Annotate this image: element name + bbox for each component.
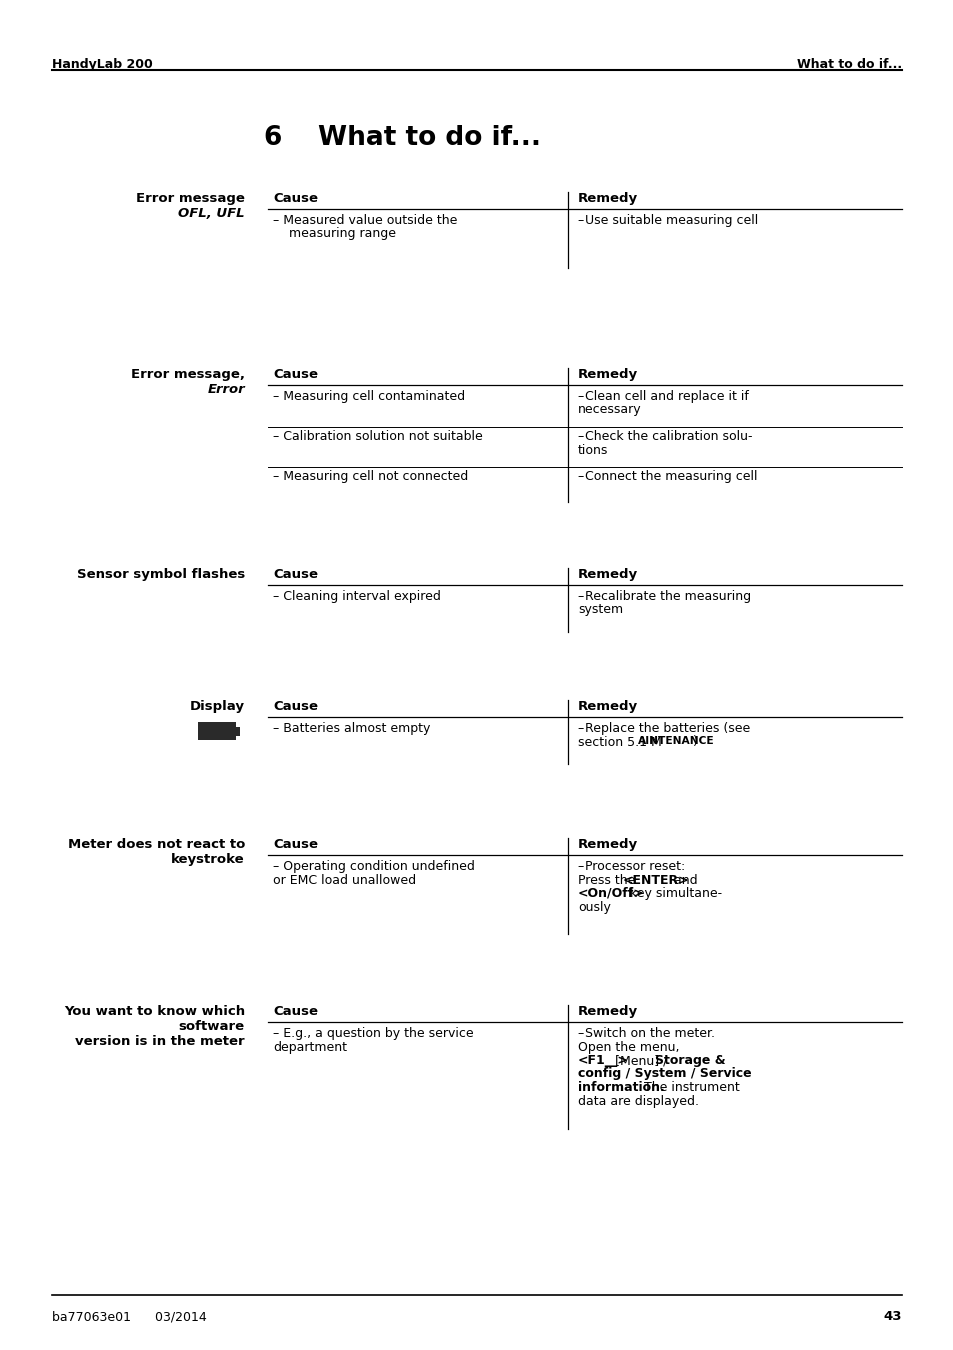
Text: 43: 43 bbox=[882, 1310, 901, 1323]
Text: necessary: necessary bbox=[578, 404, 641, 417]
Text: – Measuring cell contaminated: – Measuring cell contaminated bbox=[273, 390, 465, 404]
Text: config / System / Service: config / System / Service bbox=[578, 1068, 751, 1080]
Text: Cause: Cause bbox=[273, 568, 317, 580]
Text: – Measured value outside the: – Measured value outside the bbox=[273, 215, 456, 227]
Text: Sensor symbol flashes: Sensor symbol flashes bbox=[76, 568, 245, 580]
Text: ously: ously bbox=[578, 900, 610, 914]
Text: – Operating condition undefined: – Operating condition undefined bbox=[273, 860, 475, 873]
Text: Remedy: Remedy bbox=[578, 1004, 638, 1018]
Text: –: – bbox=[578, 722, 588, 734]
Bar bbox=[235, 726, 240, 736]
Text: Connect the measuring cell: Connect the measuring cell bbox=[585, 470, 757, 483]
Text: Remedy: Remedy bbox=[578, 192, 638, 205]
Text: Meter does not react to: Meter does not react to bbox=[68, 838, 245, 850]
Text: software: software bbox=[178, 1021, 245, 1033]
Text: Press the: Press the bbox=[578, 873, 639, 887]
Text: Remedy: Remedy bbox=[578, 838, 638, 850]
Text: HandyLab 200: HandyLab 200 bbox=[52, 58, 152, 72]
Text: <On/Off>: <On/Off> bbox=[578, 887, 644, 900]
Text: Storage &: Storage & bbox=[655, 1054, 725, 1067]
Text: Cause: Cause bbox=[273, 701, 317, 713]
Text: keystroke: keystroke bbox=[172, 853, 245, 865]
Text: – Batteries almost empty: – Batteries almost empty bbox=[273, 722, 430, 734]
Text: You want to know which: You want to know which bbox=[64, 1004, 245, 1018]
Text: version is in the meter: version is in the meter bbox=[75, 1035, 245, 1048]
Text: What to do if...: What to do if... bbox=[796, 58, 901, 72]
Text: Open the menu,: Open the menu, bbox=[578, 1041, 679, 1053]
Text: – E.g., a question by the service: – E.g., a question by the service bbox=[273, 1027, 473, 1040]
Text: AINTENANCE: AINTENANCE bbox=[638, 736, 714, 745]
Text: –: – bbox=[578, 431, 588, 443]
Text: <F1__>: <F1__> bbox=[578, 1054, 628, 1067]
Bar bbox=[198, 722, 235, 740]
Text: Recalibrate the measuring: Recalibrate the measuring bbox=[585, 590, 751, 603]
Text: Error message,: Error message, bbox=[131, 369, 245, 381]
Text: ba77063e01      03/2014: ba77063e01 03/2014 bbox=[52, 1310, 207, 1323]
Text: Remedy: Remedy bbox=[578, 701, 638, 713]
Text: section 5.1 M: section 5.1 M bbox=[578, 736, 661, 748]
Text: The instrument: The instrument bbox=[639, 1081, 740, 1094]
Text: Cause: Cause bbox=[273, 369, 317, 381]
Text: –: – bbox=[578, 470, 588, 483]
Text: Processor reset:: Processor reset: bbox=[585, 860, 685, 873]
Text: information.: information. bbox=[578, 1081, 664, 1094]
Text: Cause: Cause bbox=[273, 192, 317, 205]
Text: Cause: Cause bbox=[273, 838, 317, 850]
Text: Cause: Cause bbox=[273, 1004, 317, 1018]
Text: measuring range: measuring range bbox=[273, 228, 395, 240]
Text: or EMC load unallowed: or EMC load unallowed bbox=[273, 873, 416, 887]
Text: data are displayed.: data are displayed. bbox=[578, 1095, 699, 1107]
Text: Remedy: Remedy bbox=[578, 568, 638, 580]
Text: –: – bbox=[578, 860, 588, 873]
Text: – Measuring cell not connected: – Measuring cell not connected bbox=[273, 470, 468, 483]
Text: department: department bbox=[273, 1041, 347, 1053]
Text: Clean cell and replace it if: Clean cell and replace it if bbox=[585, 390, 748, 404]
Text: key simultane-: key simultane- bbox=[625, 887, 721, 900]
Text: ): ) bbox=[693, 736, 698, 748]
Text: Display: Display bbox=[190, 701, 245, 713]
Text: Check the calibration solu-: Check the calibration solu- bbox=[585, 431, 752, 443]
Text: –: – bbox=[578, 590, 588, 603]
Text: –: – bbox=[578, 390, 588, 404]
Text: 6: 6 bbox=[263, 126, 281, 151]
Text: Use suitable measuring cell: Use suitable measuring cell bbox=[585, 215, 758, 227]
Text: Error: Error bbox=[207, 383, 245, 396]
Text: and: and bbox=[669, 873, 697, 887]
Text: Remedy: Remedy bbox=[578, 369, 638, 381]
Text: – Calibration solution not suitable: – Calibration solution not suitable bbox=[273, 431, 482, 443]
Text: <ENTER>: <ENTER> bbox=[621, 873, 688, 887]
Text: – Cleaning interval expired: – Cleaning interval expired bbox=[273, 590, 440, 603]
Text: system: system bbox=[578, 603, 622, 617]
Text: –: – bbox=[578, 1027, 588, 1040]
Text: OFL, UFL: OFL, UFL bbox=[178, 207, 245, 220]
Text: Replace the batteries (see: Replace the batteries (see bbox=[585, 722, 750, 734]
Text: Error message: Error message bbox=[136, 192, 245, 205]
Text: What to do if...: What to do if... bbox=[317, 126, 540, 151]
Text: [Menu] /: [Menu] / bbox=[614, 1054, 670, 1067]
Text: –: – bbox=[578, 215, 588, 227]
Text: Switch on the meter.: Switch on the meter. bbox=[585, 1027, 715, 1040]
Text: tions: tions bbox=[578, 444, 608, 456]
